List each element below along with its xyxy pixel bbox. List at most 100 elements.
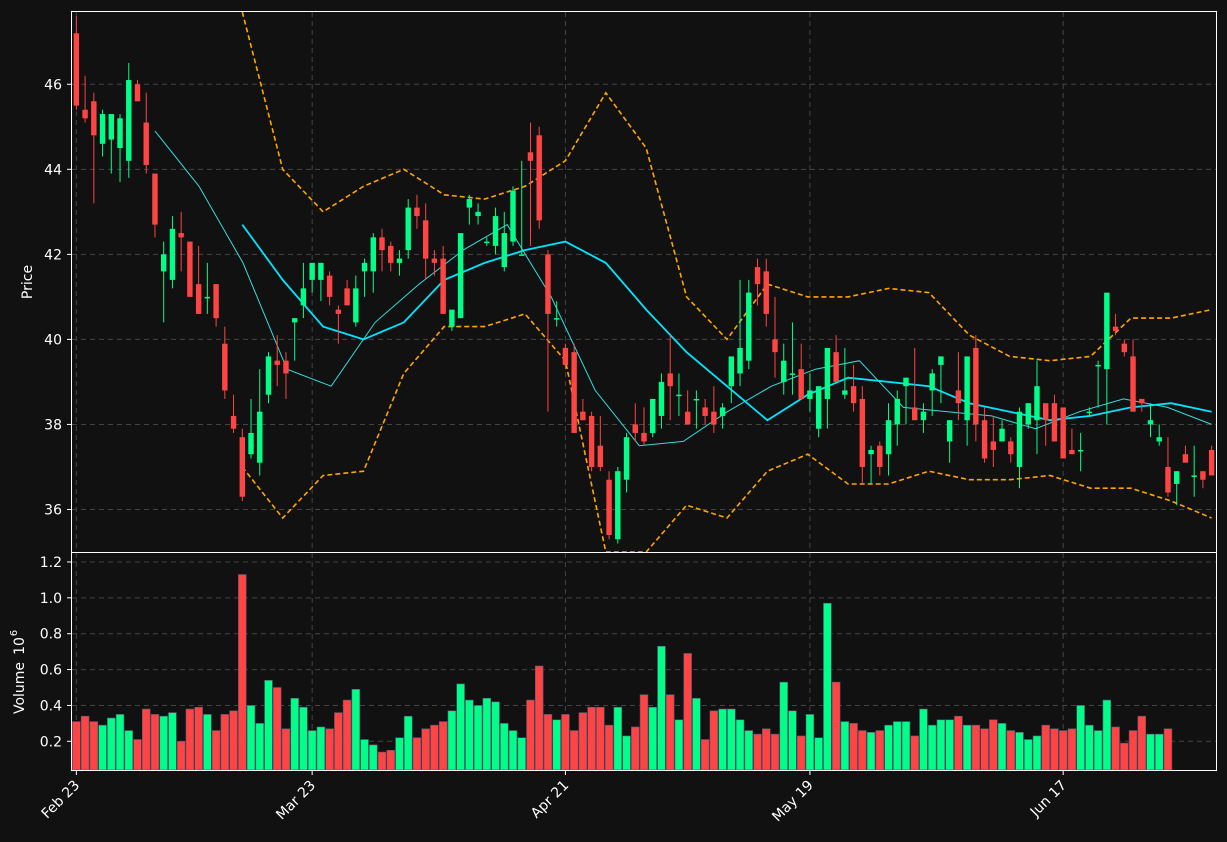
candle-body — [457, 233, 464, 319]
candle-body — [1077, 449, 1084, 452]
volume-bar — [1041, 724, 1050, 771]
candle-body — [239, 437, 245, 497]
candle-body — [641, 432, 647, 442]
candle-body — [763, 271, 769, 314]
candle-body — [938, 356, 944, 365]
volume-tick-label: 1.0 — [40, 591, 62, 607]
candle-body — [405, 207, 411, 251]
candle-body — [414, 207, 420, 217]
volume-bar — [141, 708, 151, 771]
candle-body — [702, 407, 708, 416]
volume-bar — [1128, 730, 1138, 771]
volume-bar — [823, 602, 832, 771]
volume-bar — [456, 683, 465, 771]
candle-body — [562, 347, 569, 365]
price-tick-label: 36 — [44, 502, 62, 518]
bollinger-bands — [241, 12, 1212, 552]
candle-body — [1051, 403, 1058, 442]
volume-bar — [1146, 733, 1155, 771]
candle-body — [440, 258, 446, 314]
volume-bar — [176, 741, 186, 771]
candle-body — [859, 398, 866, 467]
volume-bar — [386, 749, 395, 771]
price-y-ticks: 36 38 40 42 44 46 — [44, 77, 72, 518]
volume-bar — [692, 697, 701, 771]
volume-panel: 0.2 0.4 0.6 0.8 1.0 1.2 Volume 10 6 — [9, 552, 1217, 771]
volume-bar — [395, 737, 404, 771]
volume-bar — [211, 730, 221, 771]
candle-body — [274, 360, 280, 365]
slow-moving-average-line — [241, 224, 1212, 422]
candle-body — [545, 254, 551, 314]
candle-body — [388, 245, 394, 263]
volume-bar — [936, 719, 946, 771]
candle-body — [1156, 437, 1162, 442]
volume-bar — [770, 733, 780, 771]
candle-body — [824, 347, 831, 399]
candle-body — [291, 318, 298, 323]
candle-body — [606, 479, 612, 535]
volume-bar — [604, 724, 614, 771]
volume-bar — [735, 719, 745, 771]
volume-bar — [884, 724, 893, 771]
candle-body — [850, 386, 857, 404]
volume-bar — [1067, 728, 1077, 771]
volume-bar — [700, 739, 710, 771]
candle-body — [73, 33, 80, 106]
candle-body — [746, 292, 752, 361]
candle-body — [1060, 407, 1066, 459]
volume-bar — [115, 714, 125, 771]
price-axis-label: Price — [20, 265, 36, 299]
volume-bar — [342, 699, 352, 771]
volume-bar — [403, 715, 413, 771]
candle-body — [711, 411, 717, 425]
candle-body — [623, 437, 630, 480]
volume-tick-label: 0.6 — [40, 663, 62, 679]
volume-bar — [1155, 733, 1164, 771]
volume-bar — [901, 721, 911, 771]
candle-body — [117, 118, 123, 149]
candle-body — [815, 386, 822, 429]
candle-body — [99, 114, 106, 144]
volume-bar — [910, 735, 919, 771]
candle-body — [527, 152, 534, 161]
candlesticks — [73, 16, 1215, 544]
volume-bar — [107, 717, 116, 771]
candle-body — [588, 415, 595, 467]
candle-body — [981, 420, 988, 459]
volume-bar — [299, 706, 308, 771]
volume-bar — [1076, 705, 1085, 771]
candle-body — [257, 411, 263, 463]
candle-body — [361, 262, 368, 272]
volume-bar — [779, 681, 788, 771]
volume-bar — [89, 721, 99, 771]
candle-body — [91, 101, 97, 136]
candle-body — [1182, 454, 1189, 463]
candle-body — [737, 347, 743, 374]
candle-body — [222, 343, 228, 391]
volume-bar — [674, 719, 684, 771]
candle-body — [475, 211, 481, 217]
volume-bar — [945, 719, 954, 771]
candle-body — [536, 135, 542, 221]
volume-bar — [281, 728, 291, 771]
candle-body — [126, 80, 132, 161]
volume-bar — [307, 730, 317, 771]
volume-bar — [1093, 730, 1103, 771]
price-tick-label: 46 — [44, 77, 62, 93]
candle-body — [265, 356, 272, 395]
candle-body — [396, 258, 403, 263]
volume-bar — [98, 724, 107, 771]
volume-bar — [875, 730, 885, 771]
candle-body — [510, 190, 516, 242]
volume-bar — [718, 708, 727, 771]
bollinger-upper-band — [241, 12, 1212, 362]
candle-body — [152, 173, 158, 225]
volume-bar — [412, 737, 422, 771]
candle-body — [885, 420, 892, 455]
volume-bar — [919, 708, 928, 771]
candle-body — [999, 428, 1005, 442]
candle-body — [684, 411, 691, 425]
volume-bar — [1085, 724, 1094, 771]
candle-body — [213, 284, 219, 319]
